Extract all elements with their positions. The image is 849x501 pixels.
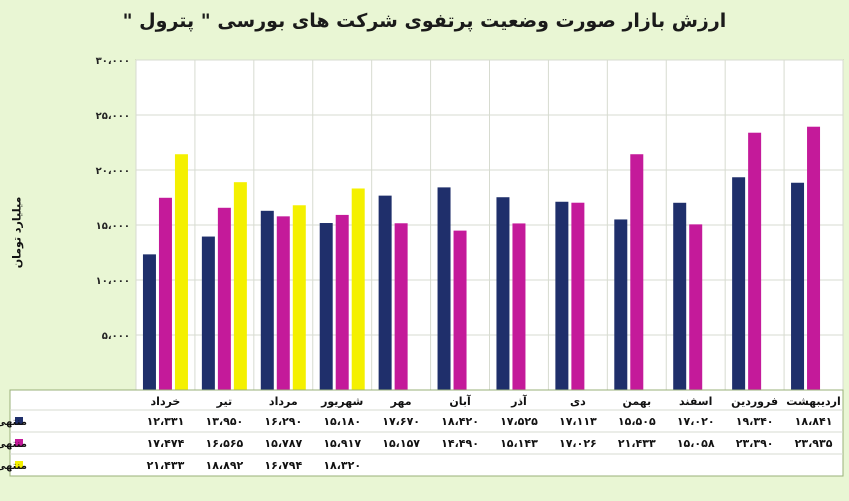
data-label: ۱۴،۴۹۰ bbox=[441, 437, 479, 450]
data-label: ۲۳،۳۹۰ bbox=[736, 437, 774, 450]
bar bbox=[437, 187, 451, 390]
bar bbox=[260, 210, 274, 390]
data-label: ۱۶،۷۹۴ bbox=[264, 459, 302, 472]
bar bbox=[673, 202, 687, 390]
x-tick-label: خرداد bbox=[151, 395, 181, 408]
x-tick-label: شهریور bbox=[320, 395, 363, 408]
bar bbox=[614, 219, 628, 390]
bar bbox=[378, 195, 392, 390]
y-axis-label: میلیارد تومان bbox=[10, 196, 24, 269]
bar bbox=[571, 202, 585, 390]
legend-swatch bbox=[15, 417, 23, 425]
x-tick-label: بهمن bbox=[622, 395, 651, 408]
bar bbox=[292, 205, 306, 390]
x-tick-label: فروردین bbox=[731, 395, 778, 408]
bar bbox=[335, 214, 349, 390]
chart-title: ارزش بازار صورت وضعیت پرتفوی شرکت های بو… bbox=[122, 10, 727, 32]
bar bbox=[732, 177, 746, 390]
data-label: ۱۷،۰۲۰ bbox=[677, 415, 715, 428]
bar bbox=[807, 126, 821, 390]
bar bbox=[496, 197, 510, 390]
data-label: ۱۸،۸۹۲ bbox=[206, 459, 244, 472]
y-tick-label: ۱۰،۰۰۰ bbox=[96, 276, 130, 287]
data-label: ۱۷،۶۷۰ bbox=[382, 415, 420, 428]
bar bbox=[555, 201, 569, 390]
bar bbox=[276, 216, 290, 390]
bar bbox=[142, 254, 156, 390]
data-label: ۱۷،۴۷۴ bbox=[147, 437, 185, 450]
data-label: ۱۵،۷۸۷ bbox=[264, 437, 302, 450]
bar bbox=[201, 236, 215, 390]
data-label: ۱۵،۱۴۳ bbox=[500, 437, 538, 450]
data-label: ۱۵،۰۵۸ bbox=[677, 437, 715, 450]
legend-entry: منتهی به اردیبهشت ۱۴۰۱ bbox=[0, 417, 27, 428]
bar bbox=[158, 197, 172, 390]
legend-swatch bbox=[15, 439, 23, 447]
data-label: ۱۸،۸۴۱ bbox=[795, 415, 833, 428]
bar bbox=[351, 188, 365, 390]
x-tick-label: تیر bbox=[216, 395, 232, 408]
data-label: ۲۳،۹۳۵ bbox=[795, 437, 833, 450]
bar bbox=[174, 154, 188, 390]
data-label: ۱۷،۰۲۶ bbox=[559, 437, 597, 450]
data-label: ۱۵،۱۵۷ bbox=[382, 437, 420, 450]
bar bbox=[689, 224, 703, 390]
y-tick-label: ۲۰،۰۰۰ bbox=[96, 166, 130, 177]
data-label: ۲۱،۴۳۳ bbox=[618, 437, 656, 450]
data-table bbox=[9, 389, 844, 477]
data-label: ۱۷،۵۲۵ bbox=[500, 415, 538, 428]
data-label: ۱۹،۳۴۰ bbox=[736, 415, 774, 428]
bar bbox=[748, 132, 762, 390]
data-label: ۱۸،۴۲۰ bbox=[441, 415, 479, 428]
bar bbox=[453, 230, 467, 390]
bar bbox=[630, 154, 644, 390]
x-tick-label: آبان bbox=[449, 394, 471, 408]
data-label: ۲۱،۴۳۳ bbox=[147, 459, 185, 472]
y-tick-label: ۲۵،۰۰۰ bbox=[96, 111, 130, 122]
y-tick-label: ۵،۰۰۰ bbox=[102, 331, 130, 342]
bar bbox=[394, 223, 408, 390]
data-label: ۱۸،۳۲۰ bbox=[323, 459, 361, 472]
x-tick-label: آذر bbox=[510, 394, 527, 408]
legend-swatch bbox=[15, 461, 23, 469]
x-tick-label: مرداد bbox=[269, 395, 298, 408]
bar bbox=[319, 223, 333, 390]
x-tick-label: مهر bbox=[390, 395, 412, 408]
y-tick-label: ۱۵،۰۰۰ bbox=[96, 221, 130, 232]
x-tick-label: اسفند bbox=[679, 395, 712, 408]
y-tick-label: ۳۰،۰۰۰ bbox=[96, 56, 130, 67]
data-label: ۱۲،۳۳۱ bbox=[147, 415, 185, 428]
bar bbox=[791, 182, 805, 390]
legend-entry: منتهی به اردیبهشت ۱۴۰۳ bbox=[0, 461, 27, 472]
legend-entry: منتهی به اردیبهشت ۱۴۰۲ bbox=[0, 439, 27, 450]
data-label: ۱۵،۱۸۰ bbox=[323, 415, 361, 428]
bar bbox=[512, 223, 526, 390]
x-tick-label: دی bbox=[570, 395, 586, 408]
bar bbox=[233, 182, 247, 390]
data-label: ۱۶،۲۹۰ bbox=[264, 415, 302, 428]
data-label: ۱۵،۹۱۷ bbox=[323, 437, 361, 450]
data-label: ۱۶،۵۶۵ bbox=[206, 437, 244, 450]
data-label: ۱۵،۵۰۵ bbox=[618, 415, 656, 428]
bar bbox=[217, 207, 231, 390]
x-tick-label: اردیبهشت bbox=[786, 395, 840, 408]
data-label: ۱۷،۱۱۳ bbox=[559, 415, 597, 428]
data-label: ۱۳،۹۵۰ bbox=[206, 415, 244, 428]
